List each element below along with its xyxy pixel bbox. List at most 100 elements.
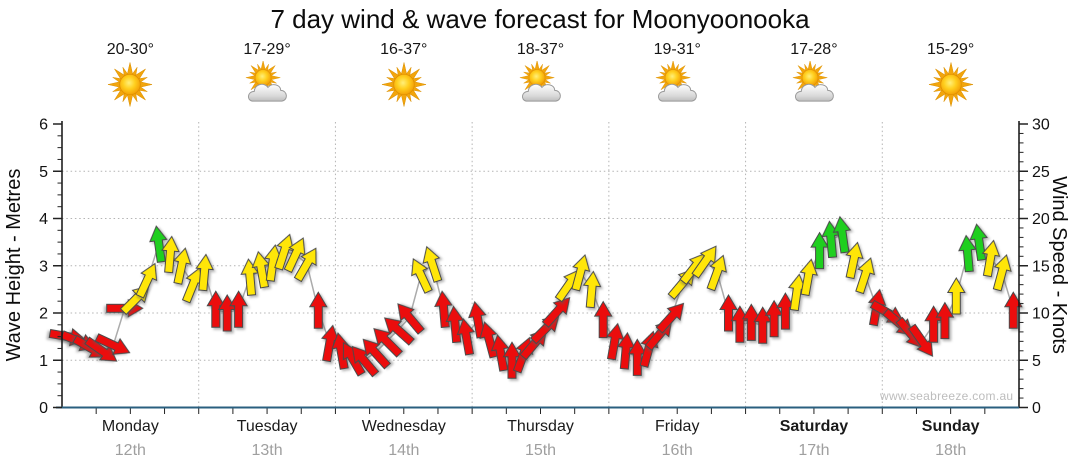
wind-tick-label: 30 — [1032, 117, 1050, 134]
wind-arrow — [411, 257, 433, 294]
wind-arrow — [981, 239, 1001, 278]
wave-tick-label: 1 — [39, 353, 48, 370]
wind-arrow — [240, 258, 260, 296]
weather-icon-slot — [746, 61, 883, 111]
wind-arrow — [397, 303, 425, 335]
day-date: 18th — [935, 442, 967, 459]
day-label: Friday 16th — [609, 417, 746, 460]
wind-arrow — [422, 245, 443, 283]
day-label: Saturday 17th — [746, 417, 883, 460]
wind-arrow — [582, 270, 602, 309]
temp-range: 16-37° — [380, 41, 428, 58]
wind-arrow — [935, 301, 955, 340]
wind-tick-label: 10 — [1032, 306, 1050, 323]
weather-icon-slot — [609, 61, 746, 111]
wave-tick-label: 0 — [39, 400, 48, 417]
wind-arrow — [992, 254, 1012, 292]
weather-icon-slot — [199, 61, 336, 111]
day-header: 15-29° — [882, 40, 1019, 111]
day-name: Tuesday — [236, 418, 298, 435]
sun-cloud-icon — [242, 61, 287, 102]
day-name: Saturday — [779, 418, 849, 435]
wind-arrow — [946, 277, 966, 315]
chart-title: 7 day wind & wave forecast for Moonyoono… — [270, 4, 810, 34]
wind-arrow — [541, 296, 571, 328]
temp-range: 17-28° — [790, 41, 838, 58]
day-header: 19-31° — [609, 40, 746, 111]
wind-arrow — [571, 254, 591, 292]
temp-range: 18-37° — [516, 41, 565, 58]
day-header: 17-28° — [746, 40, 883, 111]
temp-range: 20-30° — [106, 41, 155, 58]
wind-arrow — [855, 257, 876, 295]
day-date: 15th — [524, 442, 557, 459]
left-axis-title: Wave Height - Metres — [3, 168, 25, 362]
wind-arrow — [94, 333, 131, 355]
right-axis-title: Wind Speed - Knots — [1048, 176, 1070, 354]
day-name: Wednesday — [361, 418, 446, 435]
wind-arrow — [173, 247, 192, 285]
day-label: Thursday 15th — [472, 417, 609, 460]
day-label: Monday 12th — [62, 417, 199, 460]
sun-cloud-icon — [652, 61, 698, 102]
wave-tick-label: 2 — [39, 306, 48, 323]
day-label: Wednesday 14th — [335, 417, 472, 460]
wind-arrow — [161, 235, 180, 274]
temp-range: 17-29° — [243, 41, 291, 58]
wind-arrow — [383, 317, 415, 346]
wind-arrow — [593, 300, 613, 339]
wind-arrow — [1003, 291, 1023, 329]
wind-arrow — [229, 290, 248, 328]
day-header: 17-29° — [199, 40, 336, 111]
wave-tick-label: 4 — [39, 211, 48, 228]
day-headers: 20-30° 17-29° 16-37° 18-37° 19-31° 17-28… — [62, 40, 1019, 111]
wind-arrow — [135, 262, 158, 299]
wind-arrow — [845, 241, 864, 280]
wave-tick-label: 6 — [39, 117, 48, 134]
day-name: Sunday — [921, 418, 980, 435]
wind-tick-label: 20 — [1032, 211, 1050, 228]
wind-tick-label: 25 — [1032, 164, 1050, 181]
day-date: 17th — [798, 442, 830, 459]
watermark: www.seabreeze.com.au — [880, 389, 1014, 403]
wind-arrow — [655, 302, 685, 334]
weather-icon-slot — [472, 61, 609, 111]
day-label: Tuesday 13th — [199, 417, 336, 460]
wave-tick-label: 5 — [39, 164, 48, 181]
day-labels: Monday 12th Tuesday 13th Wednesday 14th … — [62, 417, 1019, 460]
wind-arrow — [456, 317, 476, 356]
sun-cloud-icon — [789, 61, 834, 102]
day-header: 20-30° — [62, 40, 199, 111]
temp-range: 15-29° — [927, 41, 975, 58]
wind-arrow — [969, 223, 988, 262]
day-label: Sunday 18th — [882, 417, 1019, 460]
day-date: 14th — [388, 442, 420, 459]
wind-arrow — [308, 291, 328, 329]
day-header: 18-37° — [472, 40, 609, 111]
sun-cloud-icon — [516, 61, 561, 102]
day-date: 12th — [114, 442, 146, 459]
wind-arrow — [799, 258, 818, 297]
wind-arrow — [195, 253, 214, 292]
day-date: 16th — [661, 442, 693, 459]
wind-arrow — [719, 294, 738, 332]
wind-arrow — [490, 333, 510, 372]
wind-tick-label: 0 — [1032, 400, 1041, 417]
day-name: Monday — [101, 418, 159, 435]
wind-arrow — [706, 254, 727, 292]
wind-arrow — [293, 247, 317, 283]
wind-arrow — [741, 303, 761, 341]
wind-arrow — [832, 215, 852, 254]
day-name: Thursday — [507, 418, 574, 435]
temp-range: 19-31° — [653, 41, 701, 58]
wind-tick-label: 15 — [1032, 258, 1050, 275]
wave-tick-label: 3 — [39, 258, 48, 275]
day-name: Friday — [655, 418, 700, 435]
day-date: 13th — [251, 442, 283, 459]
wind-arrow — [149, 225, 168, 263]
day-header: 16-37° — [335, 40, 472, 111]
wind-tick-label: 5 — [1032, 353, 1041, 370]
wind-arrow — [958, 234, 977, 273]
